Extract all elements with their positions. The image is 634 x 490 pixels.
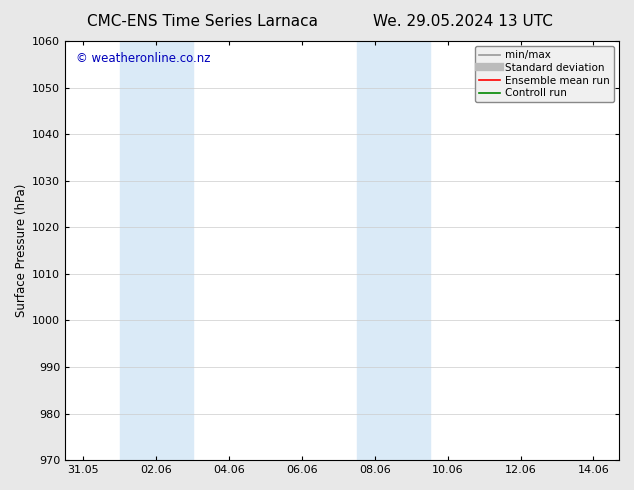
Text: CMC-ENS Time Series Larnaca: CMC-ENS Time Series Larnaca <box>87 14 318 29</box>
Legend: min/max, Standard deviation, Ensemble mean run, Controll run: min/max, Standard deviation, Ensemble me… <box>475 46 614 102</box>
Text: © weatheronline.co.nz: © weatheronline.co.nz <box>76 51 210 65</box>
Text: We. 29.05.2024 13 UTC: We. 29.05.2024 13 UTC <box>373 14 553 29</box>
Bar <box>357 41 429 460</box>
Y-axis label: Surface Pressure (hPa): Surface Pressure (hPa) <box>15 184 28 318</box>
Bar <box>120 41 193 460</box>
